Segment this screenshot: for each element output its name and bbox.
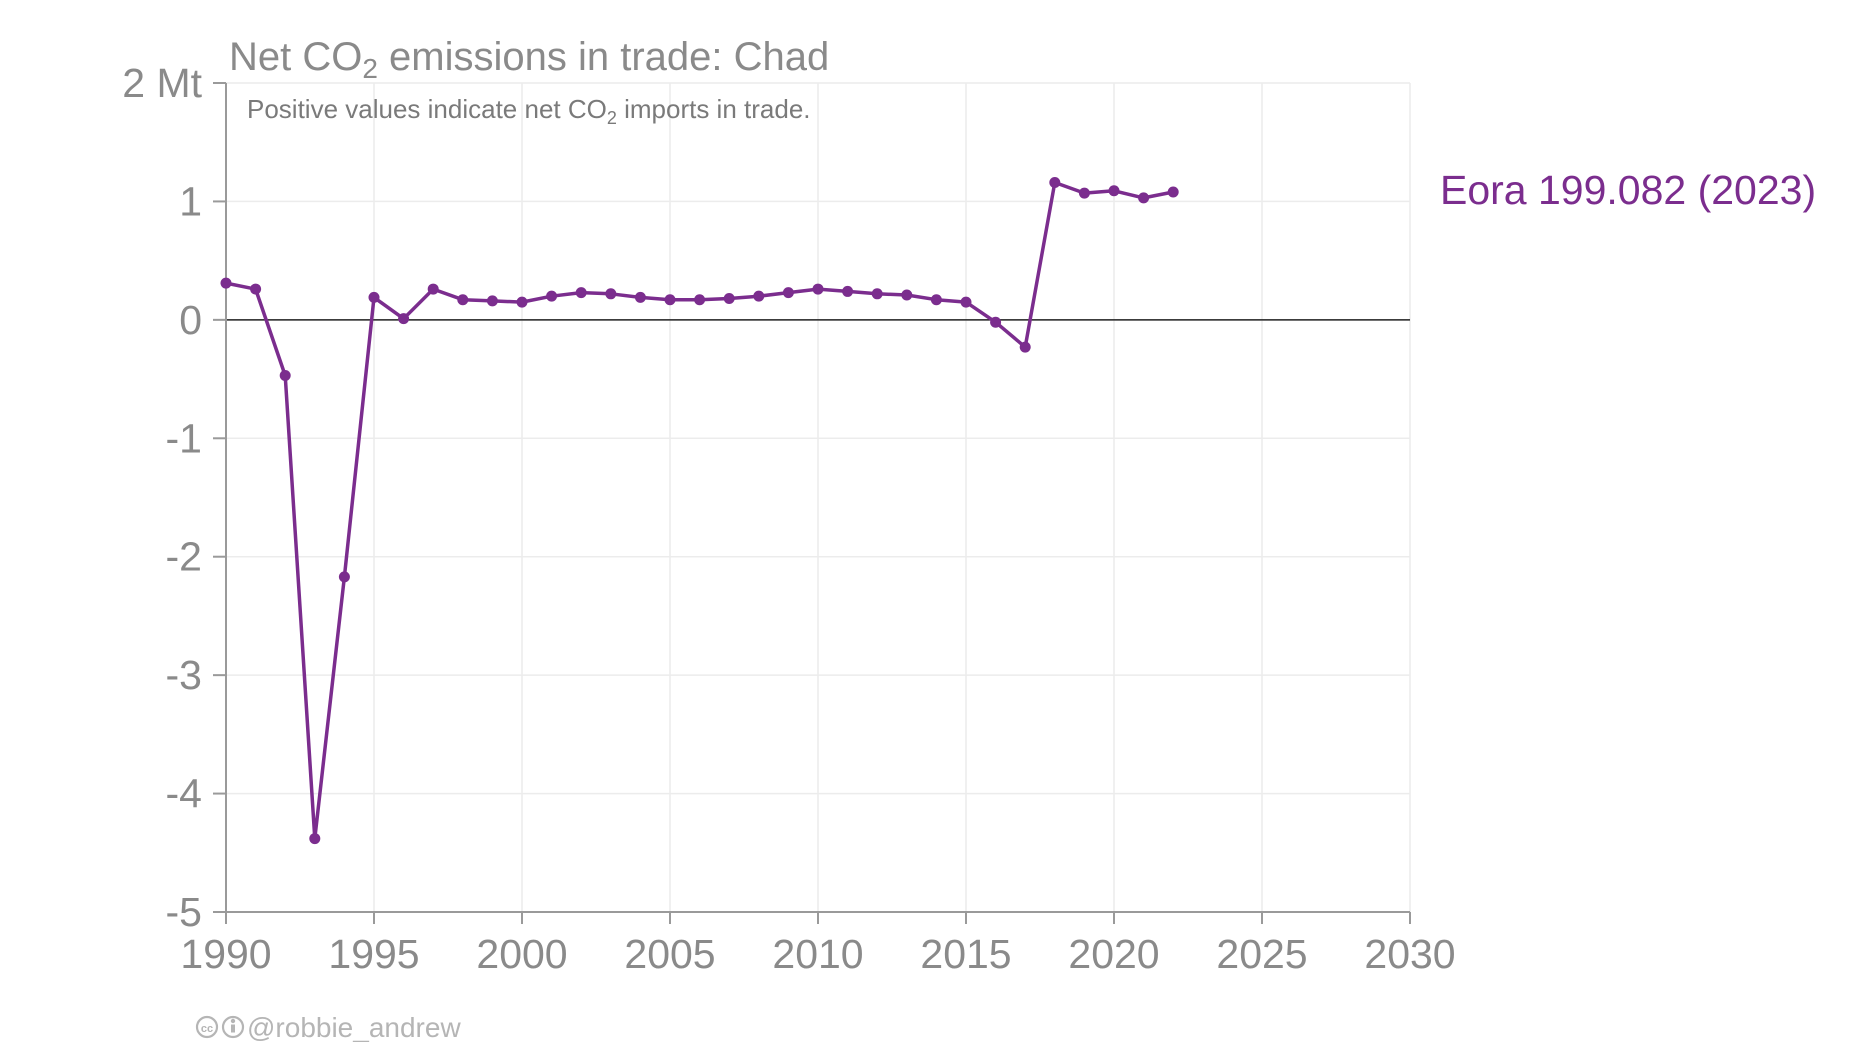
- y-tick-label: -5: [166, 889, 202, 935]
- x-tick-label: 2005: [624, 931, 715, 977]
- data-point: [605, 288, 617, 300]
- y-tick-label: -1: [166, 415, 202, 461]
- x-tick-label: 2025: [1216, 931, 1307, 977]
- grid: [226, 82, 1411, 912]
- data-point: [1019, 341, 1031, 353]
- chart-subtitle: Positive values indicate net CO2 imports…: [247, 94, 811, 128]
- data-point: [457, 294, 469, 306]
- series-group: [220, 176, 1179, 845]
- y-tick-label: 0: [179, 297, 202, 343]
- data-point: [220, 277, 232, 289]
- data-point: [398, 313, 410, 325]
- y-tick-label: -2: [166, 534, 202, 580]
- data-point: [427, 283, 439, 295]
- data-point: [309, 833, 321, 845]
- data-point: [1167, 186, 1179, 198]
- data-point: [990, 316, 1002, 328]
- x-tick-label: 2030: [1364, 931, 1455, 977]
- data-point: [486, 295, 498, 307]
- data-point: [901, 289, 913, 301]
- data-point: [546, 290, 558, 302]
- data-point: [1138, 192, 1150, 204]
- series-label: Eora 199.082 (2023): [1440, 167, 1816, 213]
- data-point: [664, 294, 676, 306]
- x-tick-label: 2010: [772, 931, 863, 977]
- y-tick-label: 1: [179, 178, 202, 224]
- series-line: [225, 180, 1174, 841]
- data-point: [930, 294, 942, 306]
- data-point: [871, 288, 883, 300]
- data-point: [516, 296, 528, 308]
- x-tick-label: 1995: [328, 931, 419, 977]
- data-point: [279, 370, 291, 382]
- data-point: [250, 283, 262, 295]
- data-point: [960, 296, 972, 308]
- data-point: [812, 283, 824, 295]
- data-point: [634, 291, 646, 303]
- data-point: [782, 287, 794, 299]
- x-tick-label: 2015: [920, 931, 1011, 977]
- creative-commons-icon: cc: [195, 1015, 219, 1039]
- data-point: [338, 571, 350, 583]
- data-point: [1078, 187, 1090, 199]
- credit: cc @robbie_andrew: [195, 1012, 461, 1042]
- attribution-icon: [221, 1015, 245, 1039]
- svg-text:cc: cc: [201, 1023, 213, 1035]
- data-point: [368, 291, 380, 303]
- y-tick-label: -3: [166, 652, 202, 698]
- x-tick-label: 1990: [180, 931, 271, 977]
- data-point: [694, 294, 706, 306]
- y-tick-label: -4: [166, 771, 202, 817]
- data-point: [723, 293, 735, 305]
- chart-title: Net CO2 emissions in trade: Chad: [229, 35, 829, 84]
- x-tick-label: 2020: [1068, 931, 1159, 977]
- y-tick-label: 2 Mt: [122, 60, 202, 106]
- data-point: [575, 287, 587, 299]
- data-point: [1108, 185, 1120, 197]
- data-point: [753, 290, 765, 302]
- data-point: [1049, 176, 1061, 188]
- x-tick-label: 2000: [476, 931, 567, 977]
- credit-handle: @robbie_andrew: [247, 1012, 461, 1042]
- data-point: [842, 285, 854, 297]
